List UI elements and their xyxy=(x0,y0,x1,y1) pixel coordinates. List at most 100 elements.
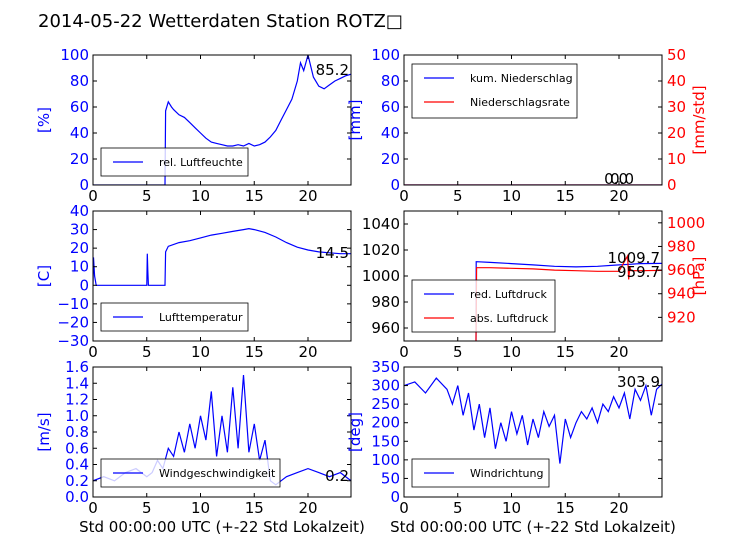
y-tick-label: 100 xyxy=(371,46,400,64)
y-right-tick-label: 980 xyxy=(667,237,696,255)
x-tick-label: 0 xyxy=(88,343,98,361)
y-tick-label: 40 xyxy=(70,124,89,142)
axes-frame-temperature xyxy=(92,210,352,342)
y-tick-label: 0 xyxy=(79,276,89,294)
y-tick-label: 0.6 xyxy=(65,439,89,457)
legend-box xyxy=(411,279,556,333)
legend-pressure: red. Luftdruck abs. Luftdruck xyxy=(411,279,556,333)
x-tick-label: 5 xyxy=(142,499,152,517)
y-tick-label: −20 xyxy=(57,313,89,331)
x-tick-label: 15 xyxy=(556,343,575,361)
x-tick-label: 5 xyxy=(453,187,463,205)
x-tick-label: 5 xyxy=(453,499,463,517)
y-tick-label: 300 xyxy=(371,377,400,395)
x-tick-label: 10 xyxy=(502,343,521,361)
last-value-label: 85.2 xyxy=(316,61,349,79)
y-right-tick-label: 50 xyxy=(667,46,686,64)
x-tick-label: 0 xyxy=(399,499,409,517)
y-axis-label: [%] xyxy=(35,107,53,133)
legend-entry: abs. Luftdruck xyxy=(470,312,549,325)
x-tick-label: 10 xyxy=(191,499,210,517)
legend-box xyxy=(411,63,578,119)
x-tick-label: 5 xyxy=(142,343,152,361)
series-line-pressure-1 xyxy=(475,253,662,341)
y-tick-label: 1020 xyxy=(362,241,400,259)
legend-precipitation: kum. Niederschlag Niederschlagsrate xyxy=(411,63,578,119)
legend-entry: Niederschlagsrate xyxy=(470,96,570,109)
x-tick-label: 5 xyxy=(142,187,152,205)
x-tick-label: 20 xyxy=(609,499,628,517)
x-tick-label: 20 xyxy=(609,343,628,361)
y-right-axis-label: [mm/std] xyxy=(690,85,708,154)
axes-frame-wind_direction xyxy=(403,366,663,498)
y-tick-label: 0.4 xyxy=(65,456,89,474)
y-tick-label: 1.0 xyxy=(65,407,89,425)
x-tick-label: 0 xyxy=(88,187,98,205)
last-value-label: 303.9 xyxy=(617,373,660,391)
x-tick-label: 0 xyxy=(399,187,409,205)
y-tick-label: 250 xyxy=(371,395,400,413)
chart-precipitation: 0 5 10 15 20 0 20 40 60 80 100 0 10 20 30 40 50 [mm] [mm/s… xyxy=(346,46,708,205)
y-tick-label: 60 xyxy=(381,98,400,116)
y-tick-label: 20 xyxy=(70,239,89,257)
x-tick-label: 0 xyxy=(88,499,98,517)
y-right-tick-label: 1000 xyxy=(667,214,705,232)
legend-humidity: rel. Luftfeuchte xyxy=(100,147,249,177)
x-tick-label: 20 xyxy=(298,343,317,361)
y-tick-label: 980 xyxy=(371,293,400,311)
legend-entry: kum. Niederschlag xyxy=(470,72,573,85)
y-axis-label: [deg] xyxy=(346,412,364,452)
last-value-label: 14.5 xyxy=(316,244,349,262)
x-tick-label: 20 xyxy=(609,187,628,205)
x-axis-label: Std 00:00:00 UTC (+-22 Std Lokalzeit) xyxy=(390,518,676,536)
y-tick-label: 0.8 xyxy=(65,423,89,441)
y-right-tick-label: 40 xyxy=(667,72,686,90)
chart-wind_speed: 0 5 10 15 200.00.20.40.60.81.01.21.41.6[m/s]… xyxy=(35,358,365,536)
y-tick-label: 1.4 xyxy=(65,374,89,392)
chart-pressure: 0 5 10 15 20 960 980 1000 1020 1040 920 940 960 980 10… xyxy=(362,210,708,361)
x-tick-label: 15 xyxy=(245,343,264,361)
x-tick-label: 10 xyxy=(502,187,521,205)
last-value-label: 959.7 xyxy=(617,263,660,281)
y-tick-label: 20 xyxy=(70,150,89,168)
legend-wind_speed: Windgeschwindigkeit xyxy=(100,458,281,488)
y-tick-label: 0.2 xyxy=(65,472,89,490)
y-tick-label: 0 xyxy=(390,176,400,194)
y-tick-label: 1000 xyxy=(362,267,400,285)
y-tick-label: 20 xyxy=(381,150,400,168)
x-tick-label: 15 xyxy=(556,499,575,517)
y-right-tick-label: 940 xyxy=(667,285,696,303)
last-value-label: 1009.7 xyxy=(608,249,661,267)
y-tick-label: 0 xyxy=(79,176,89,194)
last-value-label: 0.0 xyxy=(610,170,634,188)
axes-frame-humidity xyxy=(92,54,352,186)
y-right-tick-label: 0 xyxy=(667,176,677,194)
legend-entry: Windgeschwindigkeit xyxy=(159,467,276,480)
y-tick-label: 0 xyxy=(390,488,400,506)
legend-entry: rel. Luftfeuchte xyxy=(159,156,243,169)
y-tick-label: 80 xyxy=(70,72,89,90)
series-line-humidity-0 xyxy=(93,55,351,185)
y-tick-label: 40 xyxy=(70,202,89,220)
y-tick-label: 60 xyxy=(70,98,89,116)
y-tick-label: 40 xyxy=(381,124,400,142)
series-line-wind_direction-0 xyxy=(404,377,662,464)
y-right-tick-label: 920 xyxy=(667,308,696,326)
legend-entry: Lufttemperatur xyxy=(159,311,243,324)
axes-frame-precipitation xyxy=(403,54,663,186)
y-axis-label: [C] xyxy=(35,265,53,287)
x-tick-label: 20 xyxy=(298,499,317,517)
x-tick-label: 10 xyxy=(502,499,521,517)
y-tick-label: 10 xyxy=(70,258,89,276)
x-tick-label: 5 xyxy=(453,343,463,361)
x-tick-label: 10 xyxy=(191,187,210,205)
y-tick-label: 200 xyxy=(371,414,400,432)
legend-temperature: Lufttemperatur xyxy=(100,302,249,332)
y-tick-label: 1.2 xyxy=(65,391,89,409)
y-axis-label: [mm] xyxy=(346,100,364,141)
y-tick-label: 50 xyxy=(381,469,400,487)
chart-temperature: 0 5 10 15 20−30−20−10010203040[C]14.5Lufttem… xyxy=(35,202,352,361)
y-tick-label: 80 xyxy=(381,72,400,90)
x-tick-label: 20 xyxy=(298,187,317,205)
legend-entry: Windrichtung xyxy=(470,467,543,480)
